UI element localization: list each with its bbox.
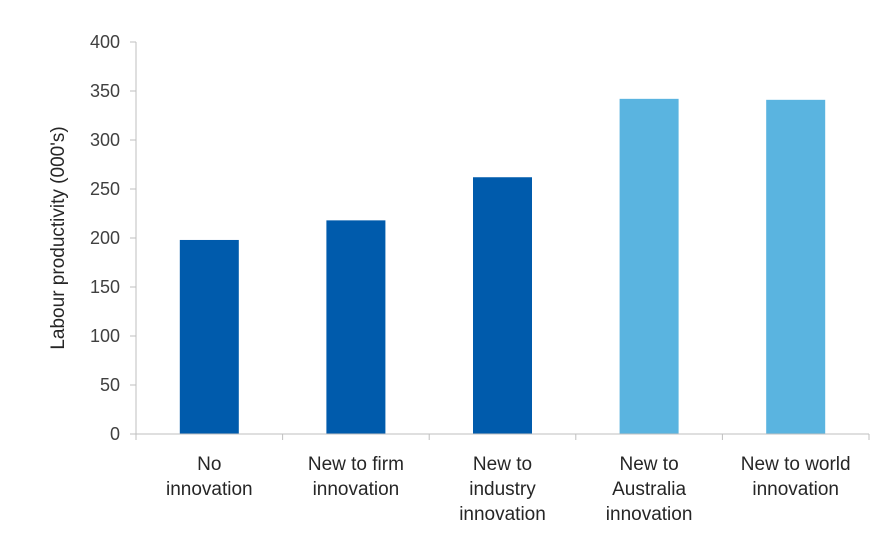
y-tick-label: 250 [90, 179, 120, 199]
x-category-label-line: innovation [606, 504, 693, 525]
bar [326, 220, 386, 434]
x-category-label-line: innovation [166, 479, 253, 500]
y-tick-label: 350 [90, 81, 120, 101]
category-labels: No innovation New to firm innovation New to i… [166, 454, 851, 525]
x-category-label: New to Australia innovation [606, 454, 693, 525]
y-tick-label: 400 [90, 32, 120, 52]
y-tick-label: 100 [90, 326, 120, 346]
x-category-label-line: New to world [741, 454, 851, 475]
y-tick-label: 200 [90, 228, 120, 248]
y-tick-label: 300 [90, 130, 120, 150]
y-axis-title: Labour productivity (000's) [48, 126, 69, 349]
x-category-label: No innovation [166, 454, 253, 500]
bar [619, 98, 679, 434]
bar [473, 177, 532, 435]
x-category-label: New to world innovation [741, 454, 851, 500]
x-category-label: New to industry innovation [459, 454, 546, 525]
x-category-label-line: innovation [459, 504, 546, 525]
bar [766, 99, 826, 434]
x-category-label-line: New to [620, 454, 679, 475]
x-category-label-line: innovation [313, 479, 400, 500]
x-category-label-line: New to [473, 454, 532, 475]
bars [179, 98, 826, 435]
x-category-label-line: No [197, 454, 221, 475]
y-tick-label: 150 [90, 277, 120, 297]
x-category-label: New to firm innovation [308, 454, 404, 500]
y-tick-label: 0 [110, 424, 120, 444]
x-category-label-line: industry [469, 479, 536, 500]
x-category-label-line: New to firm [308, 454, 404, 475]
x-category-label-line: innovation [752, 479, 839, 500]
bar [179, 239, 239, 434]
y-axis: 0 50 100 150 200 250 300 350 400 [90, 32, 137, 444]
x-axis [135, 433, 870, 440]
x-category-label-line: Australia [612, 479, 686, 500]
y-tick-label: 50 [100, 375, 120, 395]
